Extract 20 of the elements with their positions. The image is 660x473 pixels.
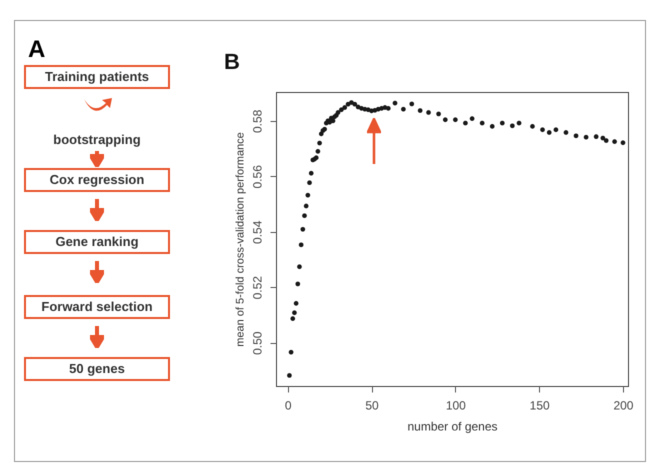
text: Gene ranking [24,230,170,254]
text: Cox regression [24,168,170,192]
y-tick-label: 0.56 [250,164,264,188]
chart-title: B [224,49,240,74]
text: Training patients [24,65,170,89]
x-tick-label: 0 [284,398,292,412]
x-tick-label: 150 [530,398,550,412]
text: 50 genes [24,357,170,381]
x-tick-label: 200 [613,398,634,412]
x-axis-title: number of genes [407,420,498,434]
y-tick-label: 0.52 [250,276,264,300]
x-tick-label: 100 [446,398,466,412]
text: Forward selection [24,295,170,319]
text: A [28,36,46,64]
y-tick-label: 0.50 [250,331,264,355]
x-tick-label: 50 [365,398,380,412]
y-tick-label: 0.58 [250,109,264,134]
y-tick-label: 0.54 [250,220,264,244]
text: bootstrapping [52,132,142,147]
y-axis-title: mean of 5-fold cross-validation performance [234,132,246,347]
